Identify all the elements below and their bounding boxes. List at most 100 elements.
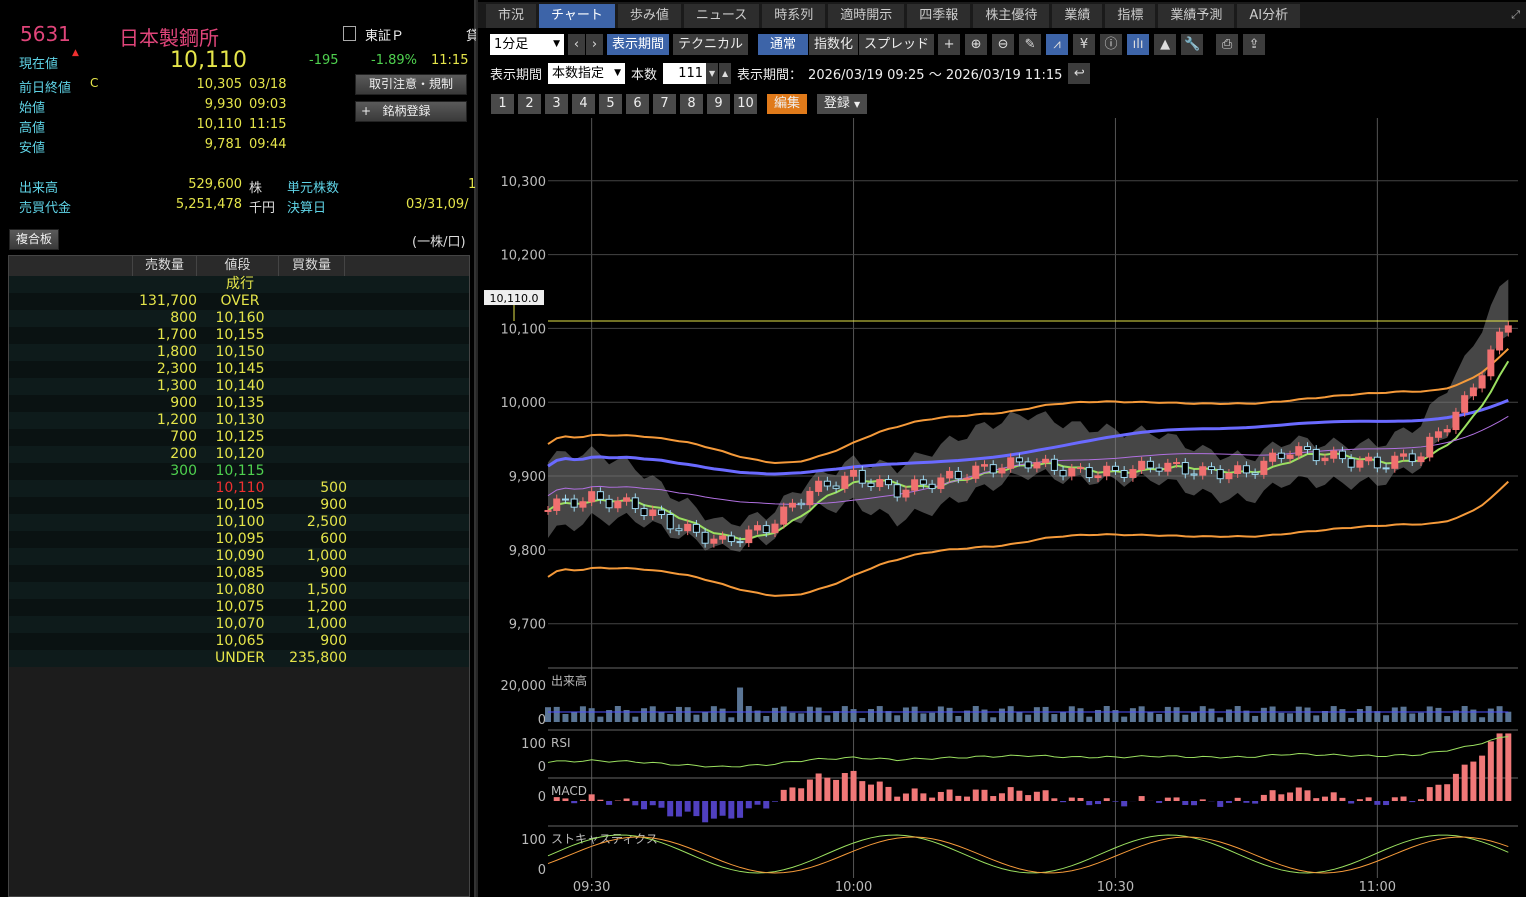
order-book-row[interactable]: 10,105 900 [9,497,469,514]
zoom-out-icon[interactable]: ⊖ [992,34,1015,55]
price-tick-label: 10,100 [501,322,547,337]
order-book-row[interactable]: 10,095 600 [9,531,469,548]
expand-icon[interactable]: ⤢ [1511,8,1520,21]
order-book-row[interactable]: 800 10,160 [9,310,469,327]
volume-bar [1461,706,1468,722]
preset-4[interactable]: 4 [572,94,595,114]
tab-3[interactable]: ニュース [683,4,760,28]
count-input[interactable]: 111 [663,63,707,84]
trade-caution-button[interactable]: 取引注意・規制 [355,74,467,95]
preset-8[interactable]: 8 [680,94,703,114]
preset-10[interactable]: 10 [734,94,757,114]
candle [701,531,709,544]
preset-6[interactable]: 6 [626,94,649,114]
order-book-row[interactable]: 10,065 900 [9,633,469,650]
yen-icon[interactable]: ¥ [1073,34,1096,55]
preset-5[interactable]: 5 [599,94,622,114]
order-book-row[interactable]: 10,070 1,000 [9,616,469,633]
cursor-chart-icon[interactable]: ⩘ [1046,34,1069,55]
tab-6[interactable]: 四季報 [907,4,971,28]
order-book-row[interactable]: 300 10,115 [9,463,469,480]
technical-button[interactable]: テクニカル [673,34,749,55]
tab-4[interactable]: 時系列 [762,4,826,28]
index-button[interactable]: 指数化 [809,34,859,55]
zoom-in-icon[interactable]: ⊕ [965,34,988,55]
decrement-icon[interactable]: ▼ [706,63,719,84]
preset-1[interactable]: 1 [491,94,514,114]
tab-1[interactable]: チャート [539,4,615,28]
tab-7[interactable]: 株主優待 [973,4,1050,28]
interval-select[interactable]: 1分足 ▼ [490,34,564,55]
candle [893,484,901,498]
order-book-row[interactable]: 1,700 10,155 [9,327,469,344]
order-book-row[interactable]: 1,200 10,130 [9,412,469,429]
order-book-row[interactable]: UNDER 235,800 [9,650,469,667]
order-book-row[interactable]: 900 10,135 [9,395,469,412]
order-book-row[interactable]: 2,300 10,145 [9,361,469,378]
next-icon[interactable]: › [586,34,603,55]
candle [640,508,648,517]
count-label: 本数 [631,68,658,83]
preset-2[interactable]: 2 [518,94,541,114]
print-icon[interactable]: ⎙ [1216,34,1239,55]
pencil-icon[interactable]: ✎ [1019,34,1042,55]
register-label: 登録 [823,96,850,111]
period-mode-select[interactable]: 本数指定 ▼ [548,63,626,84]
candle [884,479,892,486]
order-book-row[interactable]: 10,110 500 [9,480,469,497]
normal-button[interactable]: 通常 [758,34,809,55]
my-chart-icon[interactable]: ılı [1127,34,1150,55]
macd-bar [675,801,682,817]
increment-icon[interactable]: ▲ [719,63,732,84]
preset-3[interactable]: 3 [545,94,568,114]
preset-7[interactable]: 7 [653,94,676,114]
order-book-row[interactable]: 10,085 900 [9,565,469,582]
price: 10,125 [215,429,265,445]
order-book-row[interactable]: 10,080 1,500 [9,582,469,599]
period-button[interactable]: 表示期間 [607,34,670,55]
order-book-row[interactable]: 成行 [9,276,469,293]
price-chart[interactable]: 09:30 10:00 10:30 11:0010,30010,20010,10010… [478,0,1526,897]
register-stock-button[interactable]: + 銘柄登録 [355,101,467,122]
tab-10[interactable]: 業績予測 [1158,4,1235,28]
spread-button[interactable]: スプレッド [859,34,935,55]
candle [1190,473,1198,476]
macd-bar [1191,801,1198,806]
register-dropdown[interactable]: 登録 ▼ [817,94,867,114]
macd-bar [1356,799,1363,801]
volume-bar [1042,706,1049,722]
document-icon[interactable] [343,26,356,41]
candle [1461,395,1469,413]
tab-5[interactable]: 適時開示 [828,4,905,28]
preset-9[interactable]: 9 [707,94,730,114]
tab-9[interactable]: 指標 [1105,4,1156,28]
tab-11[interactable]: AI分析 [1237,4,1301,28]
edit-button[interactable]: 編集 [767,94,807,114]
order-book-row[interactable]: 10,075 1,200 [9,599,469,616]
tab-8[interactable]: 業績 [1052,4,1103,28]
return-icon[interactable]: ↩ [1068,63,1091,84]
tab-2[interactable]: 歩み値 [617,4,681,28]
prev-value: 10,305 [196,77,243,92]
board-tab[interactable]: 複合板 [9,229,59,250]
area-chart-icon[interactable]: ▲ [1154,34,1177,55]
crosshair-icon[interactable]: + [938,34,961,55]
volume-bar [981,709,988,722]
order-book-row[interactable]: 131,700 OVER [9,293,469,310]
prev-icon[interactable]: ‹ [568,34,585,55]
candle [1496,331,1504,351]
candle [841,475,849,489]
order-book-row[interactable]: 10,100 2,500 [9,514,469,531]
stoch-d-line [547,836,1509,874]
info-icon[interactable]: ⓘ [1100,34,1123,55]
wrench-icon[interactable]: 🔧 [1181,34,1204,55]
export-icon[interactable]: ⇪ [1243,34,1266,55]
order-book-row[interactable]: 10,090 1,000 [9,548,469,565]
order-book-row[interactable]: 1,300 10,140 [9,378,469,395]
order-book-row[interactable]: 200 10,120 [9,446,469,463]
sell-qty [9,514,197,531]
order-book-row[interactable]: 700 10,125 [9,429,469,446]
current-price: 10,110 [170,48,247,73]
order-book-row[interactable]: 1,800 10,150 [9,344,469,361]
tab-0[interactable]: 市況 [486,4,537,28]
